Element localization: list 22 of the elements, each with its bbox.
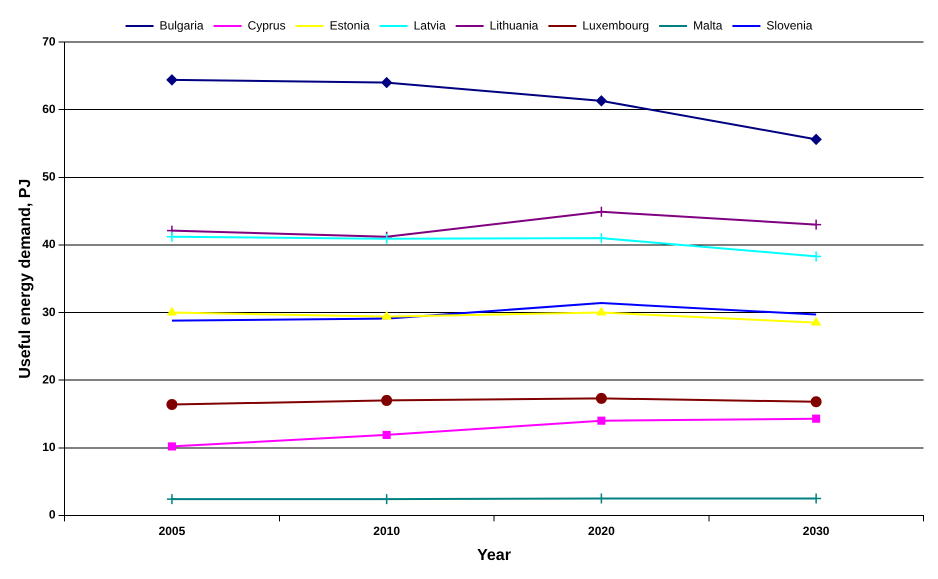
y-tick-label: 10 bbox=[42, 440, 56, 454]
y-tick-label: 50 bbox=[42, 170, 56, 184]
y-tick-label: 60 bbox=[42, 102, 56, 116]
x-tick-label: 2030 bbox=[802, 524, 830, 538]
legend-label: Latvia bbox=[414, 18, 446, 32]
x-axis-title: Year bbox=[477, 546, 511, 564]
legend-label: Bulgaria bbox=[160, 18, 204, 32]
y-tick-label: 30 bbox=[42, 304, 56, 319]
x-tick-label: 2010 bbox=[373, 524, 400, 538]
legend-label: Malta bbox=[693, 18, 723, 32]
legend-label: Estonia bbox=[330, 18, 370, 32]
x-tick-label: 2020 bbox=[588, 524, 616, 538]
x-tick-label: 2005 bbox=[158, 524, 186, 538]
y-tick-label: 20 bbox=[42, 372, 56, 386]
legend-label: Lithuania bbox=[490, 18, 539, 32]
legend-label: Cyprus bbox=[248, 18, 286, 32]
y-axis-title: Useful energy demand, PJ bbox=[17, 178, 34, 379]
y-tick-label: 40 bbox=[42, 237, 56, 252]
legend-label: Luxembourg bbox=[582, 18, 650, 32]
y-tick-label: 70 bbox=[42, 34, 56, 48]
y-tick-label: 0 bbox=[48, 508, 56, 522]
legend-label: Slovenia bbox=[766, 18, 813, 32]
